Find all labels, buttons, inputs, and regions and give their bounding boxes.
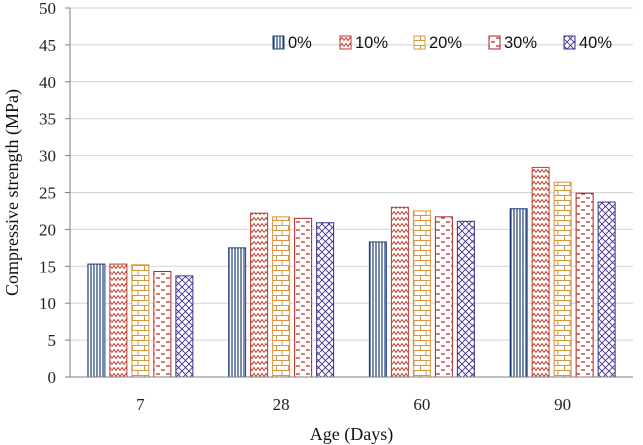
y-tick-label: 40	[39, 73, 56, 92]
bar-40pct-day-28	[316, 222, 335, 378]
legend-swatch	[272, 35, 285, 50]
legend-swatch	[488, 35, 501, 50]
x-tick-label: 28	[273, 395, 290, 414]
bar-30pct-day-7	[153, 270, 172, 378]
legend-label: 10%	[355, 34, 388, 52]
bars	[87, 166, 616, 378]
bar-30pct-day-28	[294, 217, 313, 378]
x-axis-title: Age (Days)	[310, 424, 393, 445]
y-tick-label: 35	[39, 110, 56, 129]
bar-40pct-day-60	[456, 220, 475, 378]
x-tick-label: 7	[136, 395, 145, 414]
bar-20pct-day-28	[272, 216, 291, 378]
legend-swatch	[339, 35, 352, 50]
y-tick-label: 30	[39, 147, 56, 166]
bar-10pct-day-28	[250, 212, 269, 378]
bar-0pct-day-7	[87, 263, 106, 378]
y-tick-labels: 0 5 10 15 20 25 30 35 40 45 50	[39, 0, 56, 387]
legend-label: 20%	[429, 34, 462, 52]
legend-swatch	[413, 35, 426, 50]
y-tick-label: 20	[39, 220, 56, 239]
legend-label: 30%	[504, 34, 537, 52]
bar-40pct-day-7	[175, 275, 194, 378]
x-tick-labels: 7 28 60 90	[136, 395, 571, 414]
bar-30pct-day-60	[434, 216, 453, 378]
y-tick-label: 15	[39, 257, 56, 276]
axes	[65, 7, 633, 378]
bar-20pct-day-90	[553, 181, 572, 378]
bar-10pct-day-7	[109, 263, 128, 378]
y-tick-label: 45	[39, 36, 56, 55]
bar-20pct-day-60	[412, 210, 431, 378]
legend: 0% 10% 20% 30% 40%	[272, 34, 612, 52]
x-tick-label: 90	[554, 395, 571, 414]
bar-40pct-day-90	[597, 201, 616, 378]
legend-label: 40%	[579, 34, 612, 52]
bar-10pct-day-60	[390, 206, 409, 378]
bar-0pct-day-90	[509, 208, 528, 378]
y-tick-label: 50	[39, 0, 56, 18]
bar-10pct-day-90	[531, 166, 550, 378]
bar-30pct-day-90	[575, 192, 594, 378]
bar-20pct-day-7	[131, 264, 150, 378]
y-tick-label: 0	[48, 368, 57, 387]
bar-0pct-day-28	[228, 247, 247, 378]
bar-0pct-day-60	[368, 241, 387, 378]
legend-label: 0%	[288, 34, 312, 52]
y-axis-title: Compressive strength (MPa)	[2, 89, 23, 296]
y-tick-label: 5	[48, 331, 57, 350]
y-tick-label: 10	[39, 294, 56, 313]
x-tick-label: 60	[413, 395, 430, 414]
y-tick-label: 25	[39, 184, 56, 203]
legend-swatch	[563, 35, 576, 50]
